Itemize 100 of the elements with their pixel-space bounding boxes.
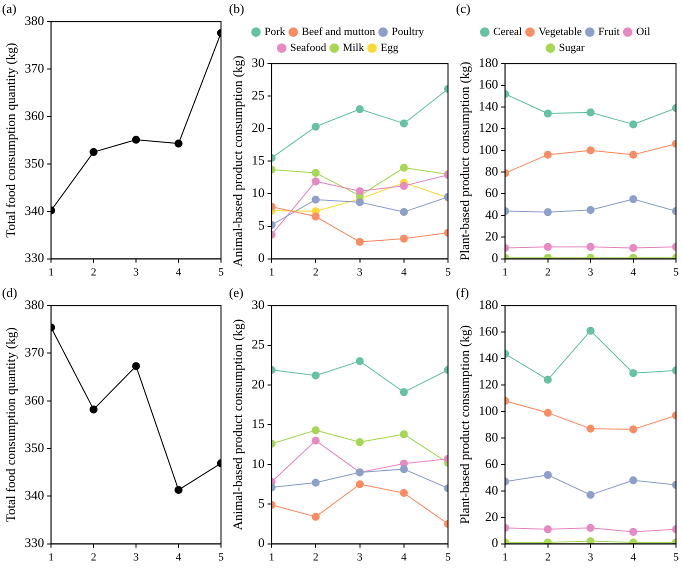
legend-label: Cereal	[493, 26, 522, 38]
point	[400, 388, 408, 396]
x-tick-label: 1	[268, 266, 274, 278]
y-tick-label: 60	[485, 456, 498, 471]
legend-label: Sugar	[558, 42, 585, 54]
point	[544, 242, 552, 251]
chart-title: (f)	[456, 285, 469, 300]
x-tick-label: 2	[545, 551, 551, 564]
point	[586, 524, 595, 532]
y-tick-label: 120	[478, 376, 498, 392]
y-axis-title: Plant-based product consumption (kg)	[457, 62, 472, 261]
point	[629, 244, 638, 252]
point	[544, 109, 552, 118]
x-tick-label: 2	[90, 266, 96, 278]
point	[312, 478, 320, 487]
point	[356, 187, 364, 196]
y-tick-label: 330	[24, 535, 44, 550]
x-tick-label: 3	[357, 266, 364, 278]
point	[586, 146, 595, 154]
point	[400, 465, 408, 474]
legend-label: Poultry	[392, 26, 424, 38]
legend-label: Beef and mutton	[302, 26, 376, 38]
x-tick-label: 4	[401, 266, 408, 278]
chart-title: (d)	[2, 285, 18, 300]
x-tick-label: 3	[133, 266, 140, 278]
y-axis-title: Total food consumption quantity (kg)	[3, 42, 18, 238]
point	[544, 150, 552, 159]
y-tick-label: 60	[485, 185, 498, 200]
point	[132, 362, 140, 370]
point	[629, 369, 638, 378]
y-tick-label: 140	[478, 350, 498, 365]
x-tick-label: 5	[673, 551, 680, 564]
point	[312, 177, 320, 186]
point	[174, 140, 183, 148]
chart-title: (a)	[2, 1, 16, 16]
y-tick-label: 80	[485, 163, 498, 178]
y-axis-title: Total food consumption quantity (kg)	[3, 327, 18, 522]
x-tick-label: 5	[445, 551, 452, 564]
y-tick-label: 25	[252, 88, 265, 103]
point	[544, 538, 552, 544]
x-tick-label: 4	[630, 266, 637, 278]
x-tick-label: 4	[630, 551, 637, 564]
point	[356, 357, 364, 366]
y-tick-label: 160	[478, 76, 498, 92]
point	[90, 148, 98, 156]
x-tick-label: 1	[48, 551, 54, 564]
y-tick-label: 100	[478, 142, 498, 157]
x-tick-label: 5	[445, 266, 452, 278]
y-tick-label: 0	[258, 250, 265, 266]
y-tick-label: 340	[24, 202, 44, 218]
y-tick-label: 370	[24, 344, 44, 360]
x-tick-label: 4	[401, 551, 408, 564]
point	[356, 105, 364, 114]
y-tick-label: 360	[24, 392, 44, 408]
point	[629, 476, 638, 484]
y-tick-label: 20	[485, 508, 498, 524]
x-tick-label: 5	[218, 266, 224, 278]
point	[586, 242, 595, 251]
point	[544, 376, 552, 384]
y-tick-label: 380	[24, 297, 44, 312]
y-tick-label: 25	[252, 336, 265, 352]
y-tick-label: 30	[252, 297, 265, 312]
legend-label: Pork	[264, 26, 286, 38]
point	[544, 408, 552, 417]
y-tick-label: 10	[252, 185, 265, 200]
x-tick-label: 5	[218, 551, 224, 564]
point	[629, 120, 638, 128]
point	[356, 238, 364, 246]
chart-title: (e)	[229, 285, 244, 300]
legend-label: Oil	[636, 26, 650, 38]
y-tick-label: 350	[24, 440, 44, 455]
y-tick-label: 160	[478, 323, 498, 338]
y-tick-label: 15	[252, 152, 265, 168]
point	[586, 490, 595, 499]
y-tick-label: 5	[258, 218, 265, 233]
point	[400, 208, 408, 216]
point	[544, 208, 552, 216]
x-tick-label: 3	[133, 551, 140, 564]
chart-title: (c)	[456, 1, 470, 16]
point	[629, 150, 638, 159]
point	[312, 122, 320, 131]
x-tick-label: 2	[545, 266, 551, 278]
x-tick-label: 1	[502, 266, 508, 278]
point	[312, 426, 320, 434]
y-axis-title: Animal-based product consumption (kg)	[230, 319, 246, 530]
point	[586, 424, 595, 433]
y-tick-label: 0	[492, 250, 498, 266]
point	[400, 488, 408, 497]
y-tick-label: 20	[252, 120, 265, 136]
y-tick-label: 10	[252, 456, 265, 471]
x-tick-label: 1	[268, 551, 274, 564]
x-tick-label: 1	[502, 551, 508, 564]
point	[544, 525, 552, 534]
point	[132, 136, 140, 144]
y-tick-label: 140	[478, 98, 498, 114]
point	[400, 182, 408, 190]
point	[312, 512, 320, 521]
y-tick-label: 380	[24, 13, 44, 28]
y-tick-label: 40	[485, 482, 498, 498]
point	[356, 438, 364, 446]
